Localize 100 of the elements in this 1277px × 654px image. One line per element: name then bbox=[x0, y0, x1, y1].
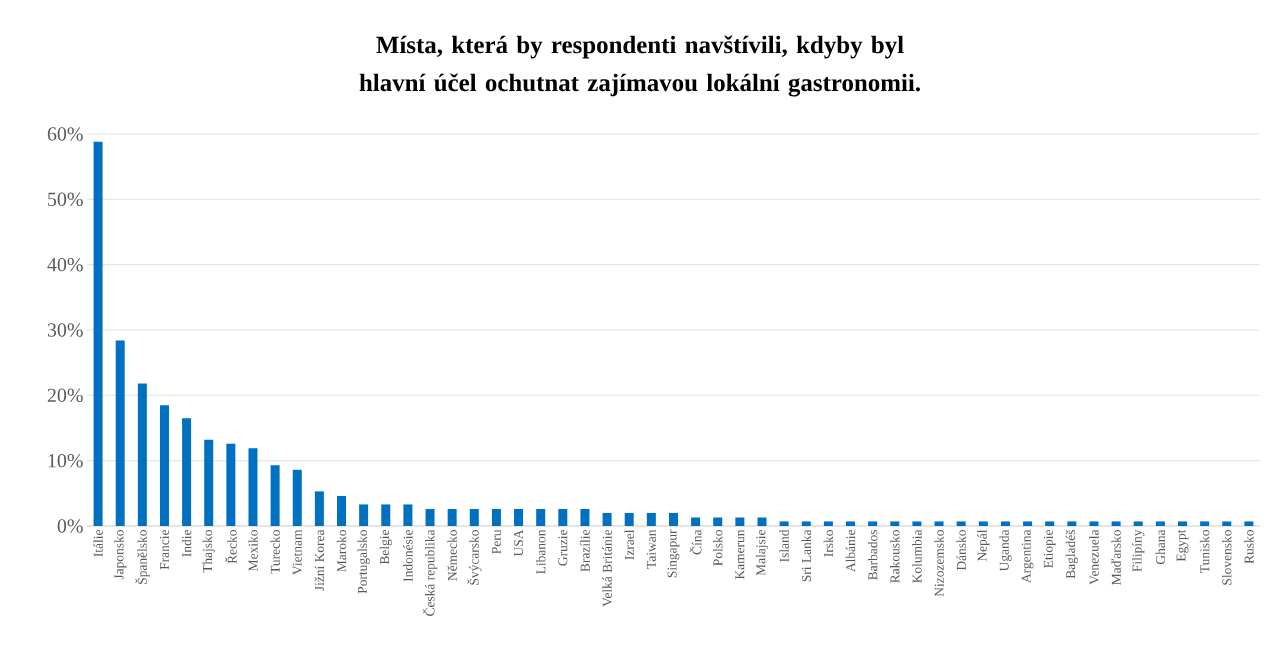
bar bbox=[846, 521, 856, 526]
y-tick-label: 40% bbox=[47, 257, 83, 272]
bar bbox=[602, 512, 612, 526]
x-tick-label: Irsko bbox=[823, 530, 834, 557]
bar bbox=[536, 509, 546, 526]
x-tick-label: Kolumbia bbox=[912, 529, 922, 583]
x-tick-label: Indonésie bbox=[403, 529, 413, 582]
bar bbox=[381, 504, 391, 526]
bar bbox=[1023, 521, 1033, 526]
x-tick-label: Kamerun bbox=[735, 529, 745, 580]
x-tick-label: Maďarsko bbox=[1111, 530, 1121, 585]
bar bbox=[226, 443, 236, 526]
x-tick-label: Velká Británie bbox=[602, 529, 612, 607]
bar bbox=[1067, 521, 1077, 526]
bar bbox=[1177, 521, 1187, 526]
bar bbox=[912, 521, 922, 526]
bar bbox=[801, 521, 811, 526]
x-tick-label: Francie bbox=[159, 529, 169, 570]
bar bbox=[668, 512, 678, 526]
bar bbox=[1045, 521, 1055, 526]
bar bbox=[735, 517, 745, 526]
bar bbox=[204, 439, 214, 526]
x-tick-label: Libanon bbox=[535, 529, 546, 574]
x-tick-label: Egypt bbox=[1176, 529, 1189, 562]
x-tick-label: Portugalsko bbox=[357, 530, 370, 594]
bar bbox=[159, 405, 169, 526]
bar bbox=[447, 509, 457, 526]
bar bbox=[292, 469, 302, 526]
x-tick-label: Japonsko bbox=[114, 530, 127, 580]
bar bbox=[1133, 521, 1143, 526]
y-tick-label: 10% bbox=[48, 453, 83, 468]
x-tick-label: Taiwan bbox=[646, 529, 656, 569]
x-tick-label: Sri Lanka bbox=[801, 529, 811, 582]
y-tick-label: 0% bbox=[57, 519, 83, 533]
bar bbox=[1155, 521, 1165, 526]
x-tick-label: USA bbox=[514, 529, 524, 557]
bar bbox=[978, 521, 988, 526]
x-tick-label: Barbados bbox=[867, 530, 878, 580]
x-tick-label: Jižní Korea bbox=[314, 529, 325, 591]
bar bbox=[1222, 521, 1232, 526]
bar bbox=[956, 521, 966, 526]
y-tick-label: 50% bbox=[48, 192, 83, 207]
x-tick-label: Česká republika bbox=[422, 529, 438, 616]
x-tick-label: Ghana bbox=[1155, 529, 1166, 565]
x-tick-label: Čína bbox=[689, 529, 702, 555]
x-tick-label: Belgie bbox=[379, 529, 392, 565]
x-tick-label: Argentina bbox=[1021, 529, 1034, 583]
bar bbox=[558, 509, 568, 526]
bar bbox=[403, 504, 413, 526]
bar bbox=[469, 509, 479, 526]
bar bbox=[1111, 521, 1121, 526]
bar bbox=[580, 509, 590, 526]
bar bbox=[182, 418, 192, 526]
bar bbox=[646, 512, 656, 526]
x-tick-label: Brazílie bbox=[580, 529, 590, 572]
bar bbox=[1200, 521, 1210, 526]
x-tick-label: Indie bbox=[181, 529, 192, 557]
bar bbox=[1000, 521, 1010, 526]
x-tick-label: Turecko bbox=[270, 530, 280, 574]
x-tick-label: Island bbox=[779, 529, 789, 562]
y-tick-label: 60% bbox=[47, 127, 83, 141]
x-tick-label: Slovensko bbox=[1222, 530, 1232, 585]
x-tick-label: Albánie bbox=[845, 529, 856, 572]
bar bbox=[713, 517, 723, 526]
x-tick-label: Nepál bbox=[977, 529, 990, 562]
bar bbox=[1244, 521, 1254, 526]
x-tick-label: Gruzie bbox=[558, 529, 568, 566]
x-tick-label: Vietnam bbox=[292, 529, 302, 575]
bar bbox=[691, 517, 701, 526]
bar bbox=[757, 517, 767, 526]
bar bbox=[93, 141, 103, 526]
bar bbox=[115, 340, 125, 526]
bar bbox=[137, 383, 147, 526]
x-tick-label: Filipíny bbox=[1132, 529, 1145, 572]
x-tick-label: Tunisko bbox=[1199, 530, 1210, 573]
bar bbox=[248, 448, 258, 526]
x-tick-label: Thajsko bbox=[202, 530, 215, 573]
x-tick-label: Švýcarsko bbox=[467, 530, 482, 585]
bar bbox=[624, 512, 634, 526]
x-tick-label: Etiopie bbox=[1043, 529, 1056, 568]
bar bbox=[779, 521, 789, 526]
x-tick-label: Řecko bbox=[225, 530, 237, 564]
x-tick-label: Rakousko bbox=[890, 530, 900, 583]
bar bbox=[890, 521, 900, 526]
x-tick-label: Malajsie bbox=[755, 529, 769, 576]
bar bbox=[270, 465, 280, 526]
bar bbox=[1089, 521, 1099, 526]
x-tick-label: Bagladéš bbox=[1065, 529, 1078, 579]
x-tick-label: Singapur bbox=[667, 529, 680, 578]
x-tick-label: Nizozemsko bbox=[934, 530, 944, 597]
y-tick-label: 20% bbox=[47, 388, 83, 403]
x-tick-label: Itálie bbox=[93, 529, 103, 557]
bar bbox=[868, 521, 878, 526]
x-tick-label: Španělsko bbox=[135, 530, 150, 584]
x-tick-label: Peru bbox=[491, 529, 501, 554]
bar bbox=[425, 509, 435, 526]
y-tick-label: 30% bbox=[47, 323, 83, 337]
x-tick-label: Rusko bbox=[1244, 530, 1254, 564]
x-tick-label: Mexiko bbox=[248, 530, 258, 571]
x-tick-label: Maroko bbox=[336, 530, 347, 572]
